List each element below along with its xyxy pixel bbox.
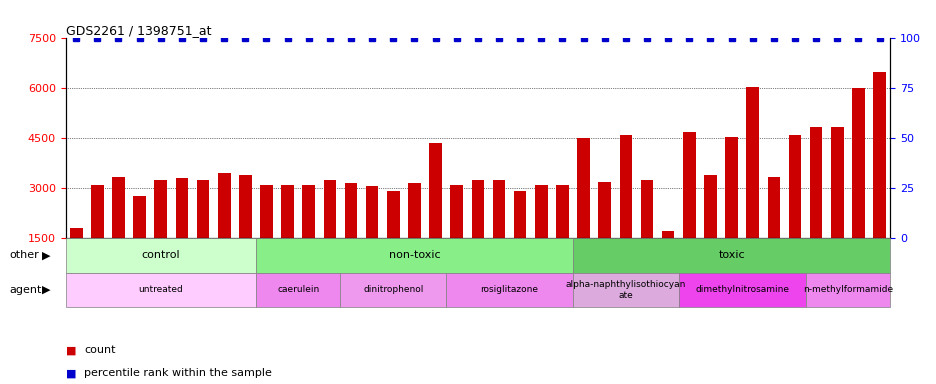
Bar [239, 175, 252, 288]
Bar [408, 183, 420, 288]
Bar [197, 180, 209, 288]
Bar [323, 180, 336, 288]
Bar [830, 127, 842, 288]
Text: rosiglitazone: rosiglitazone [480, 285, 538, 295]
Text: caerulein: caerulein [277, 285, 319, 295]
Text: GDS2261 / 1398751_at: GDS2261 / 1398751_at [66, 24, 211, 37]
Text: other: other [9, 250, 39, 260]
Text: toxic: toxic [718, 250, 744, 260]
Text: ▶: ▶ [42, 285, 51, 295]
Text: alpha-naphthylisothiocyan
ate: alpha-naphthylisothiocyan ate [565, 280, 685, 300]
Text: agent: agent [9, 285, 42, 295]
Bar [872, 72, 885, 288]
Bar [344, 183, 357, 288]
Text: ▶: ▶ [42, 250, 51, 260]
Bar [302, 185, 314, 288]
Bar [387, 192, 400, 288]
Bar [746, 87, 758, 288]
Bar [133, 197, 146, 288]
Bar [91, 185, 104, 288]
Bar [154, 180, 167, 288]
Bar [788, 135, 800, 288]
Text: control: control [141, 250, 180, 260]
Bar [809, 127, 822, 288]
Bar [619, 135, 632, 288]
Text: ■: ■ [66, 368, 76, 378]
Text: non-toxic: non-toxic [388, 250, 440, 260]
Bar [260, 185, 272, 288]
Bar [471, 180, 484, 288]
Text: count: count [84, 345, 116, 355]
Text: n-methylformamide: n-methylformamide [802, 285, 892, 295]
Bar [661, 232, 674, 288]
Bar [175, 178, 188, 288]
Bar [513, 192, 526, 288]
Bar [598, 182, 610, 288]
Bar [724, 137, 738, 288]
Bar [281, 185, 294, 288]
Bar [112, 177, 124, 288]
Bar [534, 185, 547, 288]
Text: dimethylnitrosamine: dimethylnitrosamine [695, 285, 788, 295]
Bar [640, 180, 652, 288]
Bar [70, 228, 82, 288]
Bar [682, 132, 695, 288]
Bar [577, 138, 590, 288]
Bar [429, 143, 442, 288]
Text: percentile rank within the sample: percentile rank within the sample [84, 368, 272, 378]
Bar [365, 187, 378, 288]
Text: ■: ■ [66, 345, 76, 355]
Bar [851, 88, 864, 288]
Bar [703, 175, 716, 288]
Text: dinitrophenol: dinitrophenol [363, 285, 423, 295]
Bar [492, 180, 505, 288]
Text: untreated: untreated [139, 285, 183, 295]
Bar [767, 177, 780, 288]
Bar [555, 185, 568, 288]
Bar [450, 185, 462, 288]
Bar [217, 173, 230, 288]
